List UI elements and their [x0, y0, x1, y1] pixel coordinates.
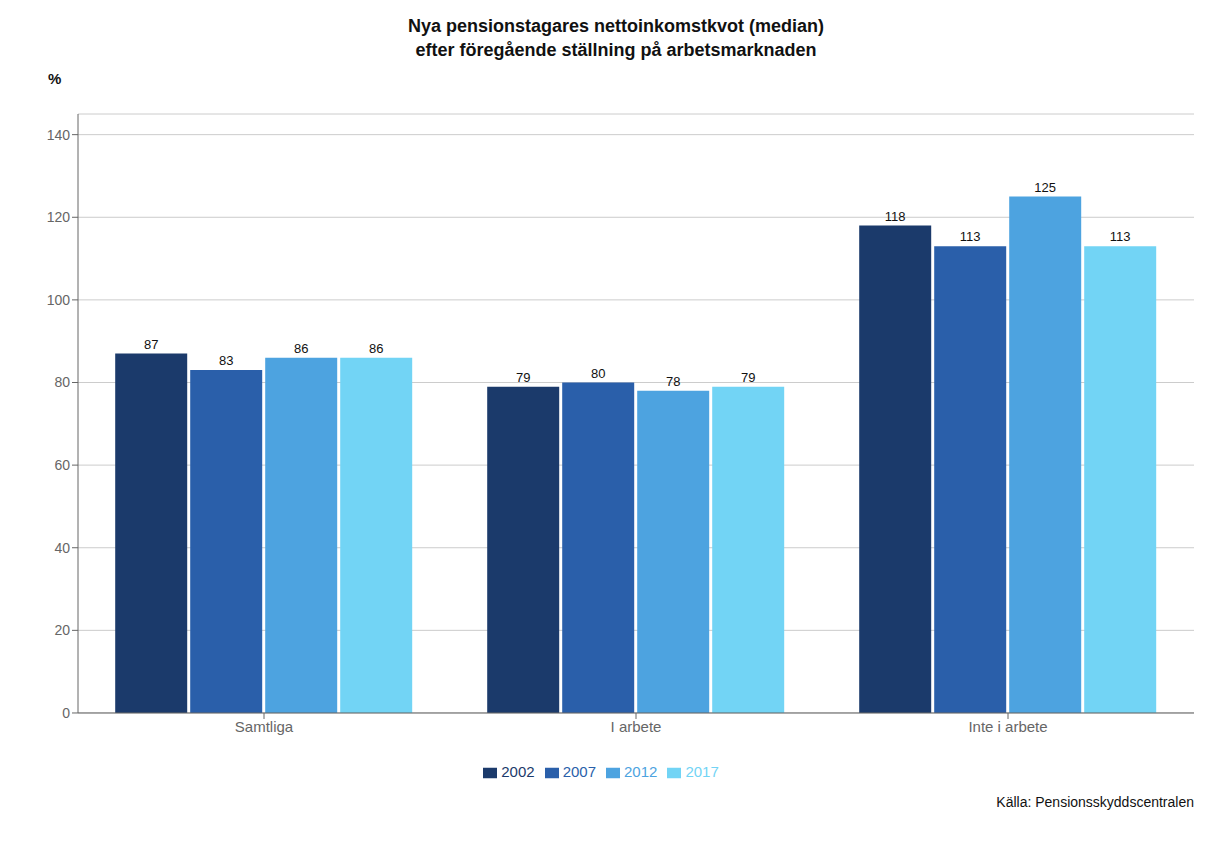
svg-text:113: 113 — [1110, 229, 1131, 244]
svg-text:80: 80 — [54, 374, 70, 390]
svg-text:40: 40 — [54, 540, 70, 556]
svg-text:83: 83 — [219, 353, 233, 368]
svg-text:86: 86 — [294, 341, 308, 356]
html-text:2012: 2012 — [624, 763, 658, 780]
svg-text:120: 120 — [47, 209, 71, 225]
html-text:2002: 2002 — [501, 763, 535, 780]
svg-text:80: 80 — [591, 366, 605, 381]
svg-text:140: 140 — [47, 127, 71, 143]
svg-text:79: 79 — [516, 370, 530, 385]
svg-text:Inte i arbete: Inte i arbete — [968, 718, 1047, 735]
svg-text:100: 100 — [47, 292, 71, 308]
svg-text:Samtliga: Samtliga — [235, 718, 294, 735]
svg-text:0: 0 — [62, 705, 70, 721]
svg-text:113: 113 — [960, 229, 981, 244]
html-text:Källa: Pensionsskyddscentralen: Källa: Pensionsskyddscentralen — [996, 794, 1194, 810]
svg-text:78: 78 — [666, 374, 680, 389]
svg-text:118: 118 — [885, 209, 906, 224]
html-text:Nya pensionstagares nettoinkom: Nya pensionstagares nettoinkomstkvot (me… — [408, 16, 824, 36]
html-text:2007: 2007 — [562, 763, 596, 780]
svg-text:60: 60 — [54, 457, 70, 473]
html-text:2017: 2017 — [685, 763, 719, 780]
svg-text:I arbete: I arbete — [611, 718, 662, 735]
html-text:efter föregående ställning på: efter föregående ställning på arbetsmark… — [415, 40, 817, 60]
svg-text:87: 87 — [144, 337, 158, 352]
svg-text:20: 20 — [54, 622, 70, 638]
svg-text:86: 86 — [369, 341, 383, 356]
svg-text:79: 79 — [741, 370, 755, 385]
svg-text:125: 125 — [1034, 180, 1056, 195]
